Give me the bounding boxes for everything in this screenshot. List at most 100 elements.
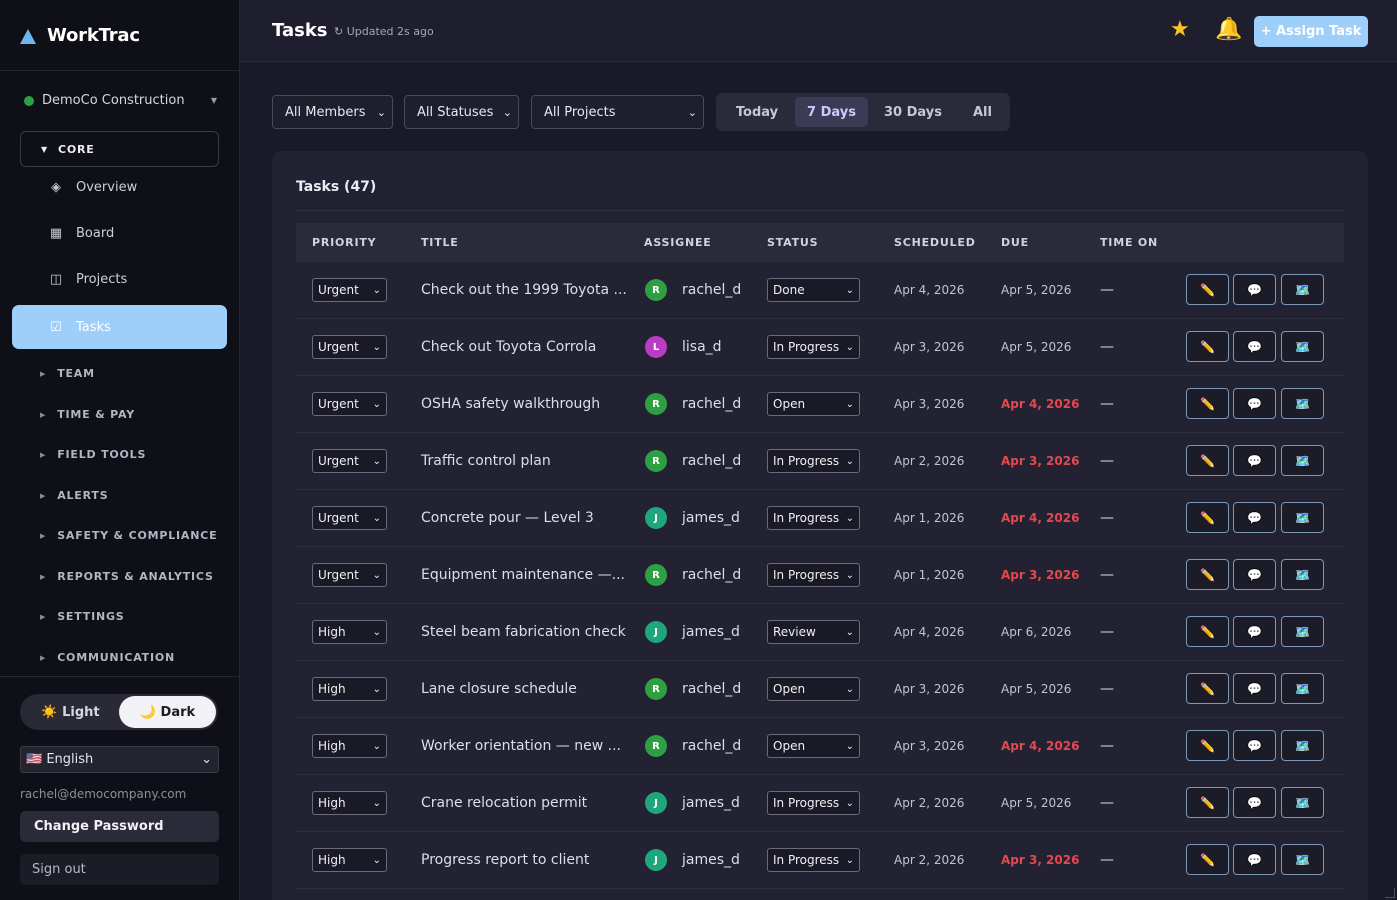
comment-button[interactable]: 💬 (1233, 502, 1276, 533)
edit-button[interactable]: ✏️ (1186, 844, 1229, 875)
map-button[interactable]: 🗺️ (1281, 274, 1324, 305)
status-select[interactable]: Review ⌄ (767, 620, 860, 644)
members-filter[interactable]: All Members ⌄ (272, 95, 393, 129)
priority-select[interactable]: High ⌄ (312, 677, 387, 701)
map-button[interactable]: 🗺️ (1281, 559, 1324, 590)
status-select[interactable]: In Progress ⌄ (767, 791, 860, 815)
task-title[interactable]: Traffic control plan (421, 453, 551, 469)
nav-section-settings[interactable]: ▶ SETTINGS (40, 610, 125, 623)
org-status-dot (24, 95, 34, 106)
sidebar-item-overview[interactable]: ◈ Overview (48, 180, 137, 195)
projects-filter[interactable]: All Projects ⌄ (531, 95, 704, 129)
status-select[interactable]: Open ⌄ (767, 734, 860, 758)
map-button[interactable]: 🗺️ (1281, 844, 1324, 875)
brand[interactable]: WorkTrac (0, 0, 239, 71)
theme-dark-button[interactable]: 🌙 Dark (119, 696, 216, 728)
status-select[interactable]: In Progress ⌄ (767, 563, 860, 587)
comment-button[interactable]: 💬 (1233, 787, 1276, 818)
edit-button[interactable]: ✏️ (1186, 445, 1229, 476)
theme-light-button[interactable]: ☀️ Light (41, 704, 100, 720)
nav-section-alerts[interactable]: ▶ ALERTS (40, 489, 108, 502)
edit-button[interactable]: ✏️ (1186, 616, 1229, 647)
range-30-days[interactable]: 30 Days (884, 104, 942, 120)
map-button[interactable]: 🗺️ (1281, 502, 1324, 533)
bell-icon[interactable]: 🔔 (1215, 17, 1243, 42)
sidebar-item-board[interactable]: ▦ Board (48, 226, 114, 241)
priority-select[interactable]: Urgent ⌄ (312, 506, 387, 530)
task-title[interactable]: Check out Toyota Corrola (421, 339, 597, 355)
status-select[interactable]: Done ⌄ (767, 278, 860, 302)
task-title[interactable]: Check out the 1999 Toyota ... (421, 282, 627, 298)
assign-task-button[interactable]: + Assign Task (1254, 16, 1368, 47)
change-password-button[interactable]: Change Password (20, 811, 219, 842)
org-selector[interactable]: DemoCo Construction ▼ (24, 93, 217, 108)
comment-button[interactable]: 💬 (1233, 445, 1276, 476)
resize-handle-icon[interactable] (1385, 888, 1395, 898)
priority-select[interactable]: Urgent ⌄ (312, 449, 387, 473)
comment-button[interactable]: 💬 (1233, 844, 1276, 875)
sign-out-button[interactable]: Sign out (20, 854, 219, 885)
status-select[interactable]: Open ⌄ (767, 677, 860, 701)
status-select[interactable]: In Progress ⌄ (767, 449, 860, 473)
task-title[interactable]: Worker orientation — new ... (421, 738, 621, 754)
status-select[interactable]: In Progress ⌄ (767, 335, 860, 359)
comment-button[interactable]: 💬 (1233, 388, 1276, 419)
comment-button[interactable]: 💬 (1233, 559, 1276, 590)
task-title[interactable]: Concrete pour — Level 3 (421, 510, 594, 526)
task-title[interactable]: Equipment maintenance —... (421, 567, 625, 583)
statuses-filter[interactable]: All Statuses ⌄ (404, 95, 519, 129)
task-title[interactable]: Crane relocation permit (421, 795, 588, 811)
map-button[interactable]: 🗺️ (1281, 787, 1324, 818)
language-select[interactable]: 🇺🇸 English ⌄ (20, 746, 219, 773)
map-button[interactable]: 🗺️ (1281, 673, 1324, 704)
edit-button[interactable]: ✏️ (1186, 502, 1229, 533)
edit-button[interactable]: ✏️ (1186, 388, 1229, 419)
comment-button[interactable]: 💬 (1233, 274, 1276, 305)
edit-button[interactable]: ✏️ (1186, 559, 1229, 590)
comment-button[interactable]: 💬 (1233, 331, 1276, 362)
edit-button[interactable]: ✏️ (1186, 673, 1229, 704)
sidebar-item-projects[interactable]: ◫ Projects (48, 272, 127, 287)
map-button[interactable]: 🗺️ (1281, 388, 1324, 419)
edit-button[interactable]: ✏️ (1186, 331, 1229, 362)
theme-toggle[interactable]: ☀️ Light 🌙 Dark (20, 694, 218, 730)
nav-section-field-tools[interactable]: ▶ FIELD TOOLS (40, 448, 146, 461)
edit-button[interactable]: ✏️ (1186, 730, 1229, 761)
nav-section-team[interactable]: ▶ TEAM (40, 367, 95, 380)
comment-button[interactable]: 💬 (1233, 730, 1276, 761)
priority-select[interactable]: High ⌄ (312, 620, 387, 644)
task-title[interactable]: Steel beam fabrication check (421, 624, 626, 640)
status-select[interactable]: In Progress ⌄ (767, 506, 860, 530)
priority-select[interactable]: Urgent ⌄ (312, 563, 387, 587)
task-title[interactable]: OSHA safety walkthrough (421, 396, 601, 412)
range-today[interactable]: Today (735, 104, 779, 120)
edit-button[interactable]: ✏️ (1186, 274, 1229, 305)
status-select[interactable]: Open ⌄ (767, 392, 860, 416)
comment-button[interactable]: 💬 (1233, 673, 1276, 704)
nav-section-communication[interactable]: ▶ COMMUNICATION (40, 651, 175, 664)
edit-button[interactable]: ✏️ (1186, 787, 1229, 818)
comment-button[interactable]: 💬 (1233, 616, 1276, 647)
star-icon[interactable]: ★ (1170, 17, 1190, 42)
map-button[interactable]: 🗺️ (1281, 331, 1324, 362)
range-7-days[interactable]: 7 Days (795, 97, 868, 127)
nav-section-core[interactable]: ▼ CORE (20, 131, 219, 167)
nav-section-time-pay[interactable]: ▶ TIME & PAY (40, 408, 135, 421)
range-all[interactable]: All (973, 104, 992, 120)
task-title[interactable]: Progress report to client (421, 852, 590, 868)
scheduled-date: Apr 3, 2026 (894, 661, 964, 717)
task-title[interactable]: Lane closure schedule (421, 681, 577, 697)
priority-select[interactable]: High ⌄ (312, 791, 387, 815)
priority-select[interactable]: Urgent ⌄ (312, 278, 387, 302)
priority-select[interactable]: High ⌄ (312, 848, 387, 872)
priority-select[interactable]: Urgent ⌄ (312, 335, 387, 359)
priority-select[interactable]: High ⌄ (312, 734, 387, 758)
sidebar-item-tasks[interactable]: ☑ Tasks (12, 305, 227, 349)
nav-section-safety-compliance[interactable]: ▶ SAFETY & COMPLIANCE (40, 529, 217, 542)
map-button[interactable]: 🗺️ (1281, 730, 1324, 761)
nav-section-reports-analytics[interactable]: ▶ REPORTS & ANALYTICS (40, 570, 214, 583)
priority-select[interactable]: Urgent ⌄ (312, 392, 387, 416)
map-button[interactable]: 🗺️ (1281, 616, 1324, 647)
map-button[interactable]: 🗺️ (1281, 445, 1324, 476)
status-select[interactable]: In Progress ⌄ (767, 848, 860, 872)
